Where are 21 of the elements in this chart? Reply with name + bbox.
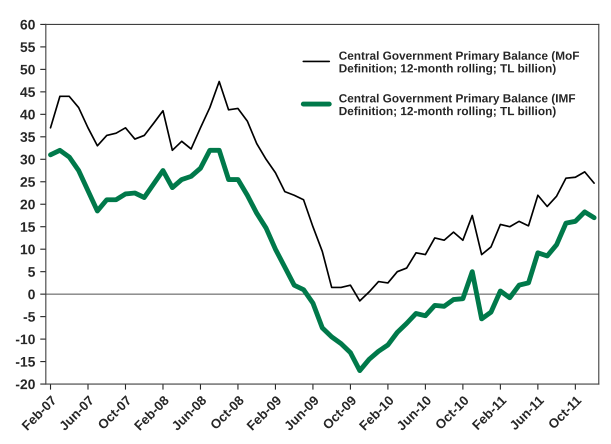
y-tick-label: -5 bbox=[24, 312, 36, 322]
y-tick-label: 35 bbox=[20, 132, 36, 142]
y-tick-label: 25 bbox=[20, 177, 36, 187]
y-tick-label: 60 bbox=[20, 20, 35, 30]
y-tick-label: 50 bbox=[20, 64, 35, 75]
line-series bbox=[50, 80, 595, 302]
line-series bbox=[48, 148, 597, 374]
y-tick-label: -15 bbox=[16, 357, 36, 367]
y-tick-label: 20 bbox=[20, 200, 35, 210]
y-tick-label: 0 bbox=[28, 289, 35, 300]
y-tick-label: 30 bbox=[20, 154, 35, 164]
y-tick-label: 40 bbox=[20, 110, 35, 120]
y-tick-label: -10 bbox=[16, 334, 35, 344]
legend-label: Central Government Primary Balance (MoF Definition; 12-month rolling; TL billion) bbox=[339, 51, 580, 75]
y-tick-label: -20 bbox=[16, 379, 35, 390]
y-tick-label: 10 bbox=[20, 244, 35, 254]
y-tick-label: 55 bbox=[20, 42, 36, 52]
y-tick-label: 45 bbox=[20, 87, 36, 98]
legend-label: Central Government Primary Balance (IMF Definition; 12-month rolling; TL billion) bbox=[339, 94, 576, 118]
y-tick-label: 5 bbox=[28, 267, 36, 277]
y-tick-label: 15 bbox=[20, 222, 36, 232]
